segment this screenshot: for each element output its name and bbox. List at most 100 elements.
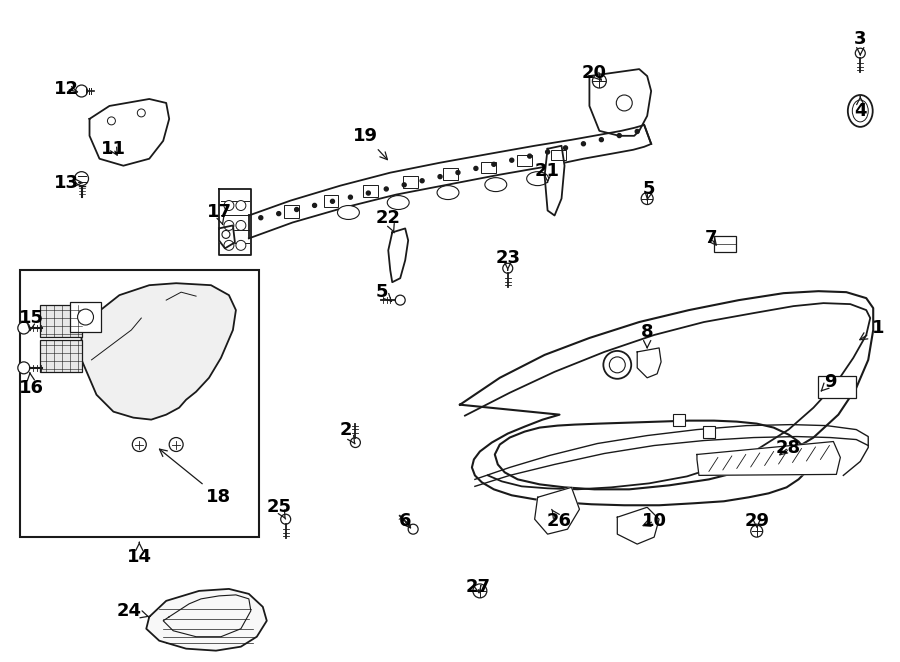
Polygon shape [544,146,564,216]
Circle shape [456,171,460,175]
Circle shape [402,183,406,187]
Bar [364,185,378,197]
Bar [714,236,736,252]
Circle shape [236,220,246,230]
Text: 3: 3 [854,30,867,55]
Polygon shape [637,348,662,378]
Text: 2: 2 [339,420,355,444]
Bar [20,270,259,537]
Circle shape [75,171,88,185]
Circle shape [222,230,230,238]
Circle shape [395,295,405,305]
Text: 14: 14 [127,542,152,566]
Circle shape [236,201,246,211]
Text: 1: 1 [860,319,885,340]
Polygon shape [697,442,841,475]
Text: 29: 29 [744,512,770,530]
Circle shape [276,212,281,216]
Circle shape [224,201,234,211]
Circle shape [294,207,299,211]
Circle shape [855,48,865,58]
Ellipse shape [848,95,873,127]
Circle shape [603,351,631,379]
Text: 16: 16 [19,373,44,397]
Text: 27: 27 [465,578,491,596]
Circle shape [545,150,550,154]
Bar [443,169,458,180]
Circle shape [491,162,496,166]
Polygon shape [388,228,409,282]
Ellipse shape [338,205,359,220]
Text: 17: 17 [206,203,231,224]
Bar [818,376,856,398]
Text: 15: 15 [19,309,44,331]
Circle shape [563,146,568,150]
Polygon shape [535,487,580,534]
Bar [40,305,82,337]
Bar [40,340,82,372]
Bar [323,195,338,207]
Circle shape [641,193,653,205]
Text: 13: 13 [54,173,83,191]
Circle shape [474,166,478,170]
Text: 10: 10 [642,512,667,530]
Circle shape [236,240,246,250]
Text: 24: 24 [117,602,148,620]
Circle shape [330,199,335,203]
Circle shape [420,179,424,183]
Circle shape [224,240,234,250]
Circle shape [76,85,87,97]
Polygon shape [248,125,652,238]
Bar [69,302,102,332]
Ellipse shape [387,195,410,209]
Circle shape [438,175,442,179]
Bar [673,414,685,426]
Text: 23: 23 [495,250,520,270]
Polygon shape [82,283,236,420]
Circle shape [609,357,626,373]
Circle shape [312,203,317,207]
Text: 5: 5 [643,179,655,201]
Circle shape [527,154,532,158]
Ellipse shape [437,185,459,199]
Circle shape [281,514,291,524]
Ellipse shape [526,171,549,185]
Bar [481,162,496,173]
Circle shape [616,95,632,111]
Text: 25: 25 [266,498,292,519]
Circle shape [366,191,370,195]
Text: 26: 26 [547,510,572,530]
Text: 11: 11 [101,140,126,158]
Circle shape [472,584,487,598]
Circle shape [77,309,94,325]
Text: 8: 8 [641,323,653,348]
Bar [403,177,418,188]
Ellipse shape [485,177,507,191]
Circle shape [384,187,388,191]
Circle shape [509,158,514,162]
Text: 9: 9 [821,373,837,391]
Circle shape [503,263,513,273]
Text: 5: 5 [376,283,392,301]
Polygon shape [89,99,169,166]
Circle shape [409,524,419,534]
Polygon shape [219,189,251,256]
Circle shape [169,438,183,451]
Circle shape [592,74,607,88]
Polygon shape [460,291,873,505]
Polygon shape [147,589,266,651]
Circle shape [348,195,353,199]
Text: 22: 22 [376,209,400,233]
Circle shape [224,220,234,230]
Circle shape [107,117,115,125]
Text: 20: 20 [582,64,607,82]
Circle shape [751,525,762,537]
Polygon shape [590,69,652,136]
Circle shape [350,438,360,448]
Text: 19: 19 [353,127,387,160]
Bar [703,426,715,438]
Text: 12: 12 [54,80,79,98]
Circle shape [138,109,145,117]
Ellipse shape [852,100,868,122]
Polygon shape [617,507,659,544]
